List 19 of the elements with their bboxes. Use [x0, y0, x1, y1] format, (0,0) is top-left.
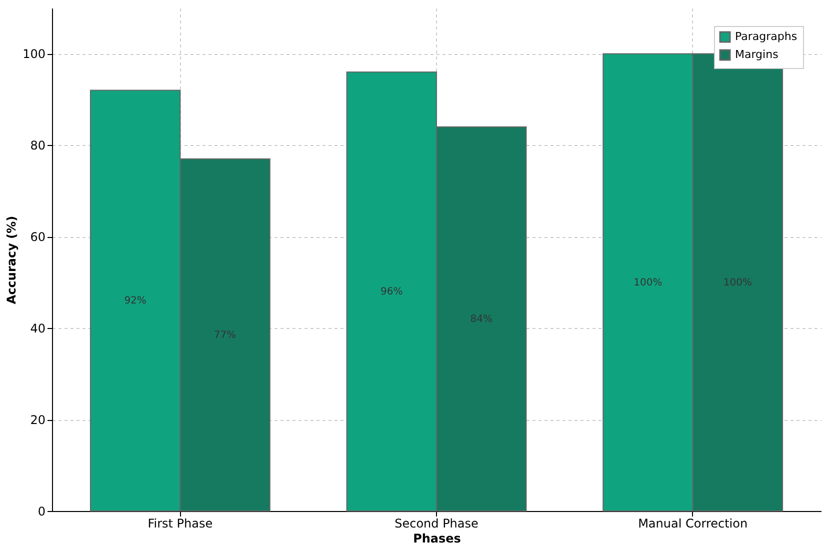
legend-label: Paragraphs [735, 30, 798, 43]
data-label: 100% [723, 277, 752, 288]
data-label: 92% [124, 296, 146, 307]
y-tick-label: 20 [30, 413, 46, 428]
y-tick-label: 80 [30, 138, 46, 153]
x-tick-label: Manual Correction [638, 516, 748, 530]
y-tick-label: 60 [30, 230, 46, 244]
x-tick-label: Second Phase [394, 516, 478, 530]
y-tick-label: 100 [22, 47, 46, 62]
y-tick-label: 0 [38, 504, 46, 518]
legend-label: Margins [735, 48, 779, 61]
data-label: 96% [380, 286, 403, 298]
data-label: 77% [214, 330, 236, 341]
data-label: 100% [634, 277, 662, 288]
y-axis-title: Accuracy (%) [4, 216, 19, 304]
x-axis-title: Phases [413, 532, 461, 546]
x-tick-label: First Phase [148, 516, 213, 530]
y-tick-label: 40 [30, 322, 46, 336]
data-label: 84% [470, 314, 492, 325]
